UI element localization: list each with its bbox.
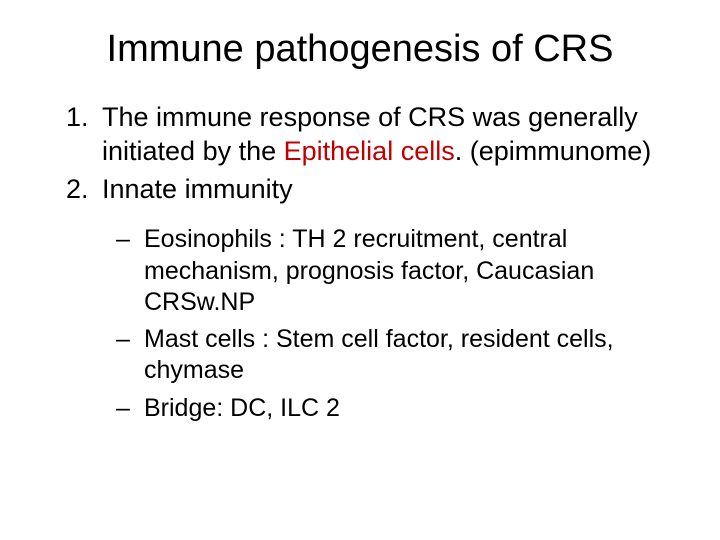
item1-highlight: Epithelial cells (284, 136, 455, 166)
sub-item-1: Eosinophils : TH 2 recruitment, central … (116, 224, 680, 318)
slide-title: Immune pathogenesis of CRS (40, 28, 680, 71)
list-item-2: Innate immunity (96, 173, 680, 207)
main-ordered-list: The immune response of CRS was generally… (40, 101, 680, 206)
sub-item-3: Bridge: DC, ILC 2 (116, 393, 680, 424)
sub-list: Eosinophils : TH 2 recruitment, central … (40, 224, 680, 424)
item1-text-post: . (epimmunome) (455, 136, 652, 166)
slide-container: Immune pathogenesis of CRS The immune re… (0, 0, 720, 540)
sub-item-2: Mast cells : Stem cell factor, resident … (116, 324, 680, 387)
list-item-1: The immune response of CRS was generally… (96, 101, 680, 169)
